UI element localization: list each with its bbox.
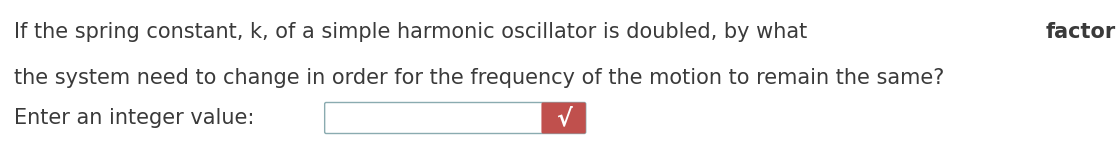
Text: If the spring constant, k, of a simple harmonic oscillator is doubled, by what: If the spring constant, k, of a simple h… [13, 22, 814, 42]
Text: Enter an integer value:: Enter an integer value: [13, 108, 254, 128]
Text: factor: factor [1046, 22, 1117, 42]
FancyBboxPatch shape [541, 102, 586, 134]
FancyBboxPatch shape [325, 102, 586, 134]
Text: the system need to change in order for the frequency of the motion to remain the: the system need to change in order for t… [13, 68, 944, 88]
Text: √: √ [556, 106, 571, 130]
